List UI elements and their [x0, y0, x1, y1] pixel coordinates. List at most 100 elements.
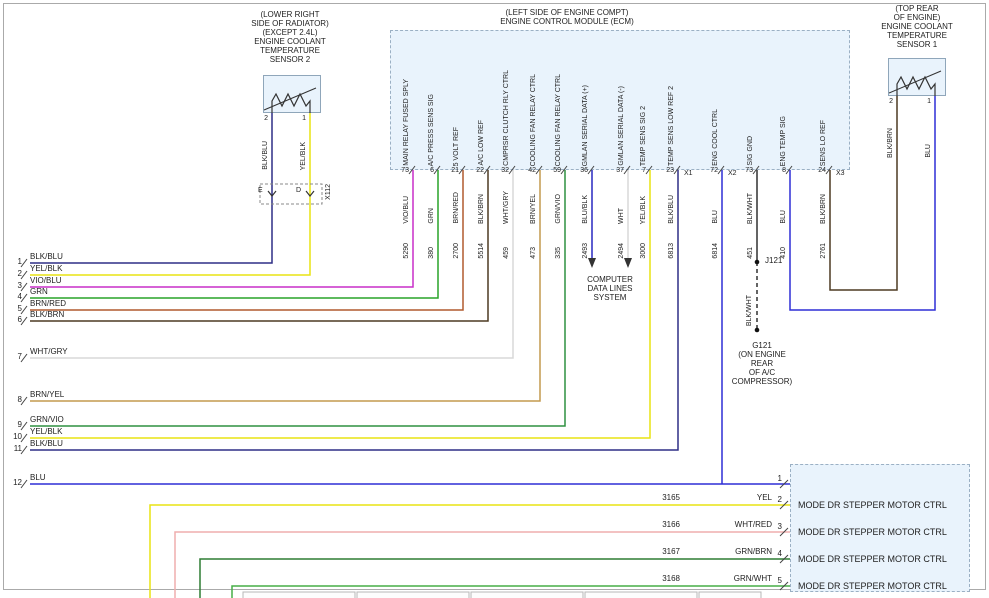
left-row-wire-label: BRN/YEL	[30, 390, 65, 399]
ecm-wire-color-label: GRN	[428, 208, 435, 224]
sensor1-wire-label: BLK/BRN	[887, 128, 894, 158]
ecm-pin-number: 32	[501, 167, 509, 174]
left-row-wire-label: BRN/RED	[30, 299, 67, 308]
wire-brn-yel	[30, 170, 541, 402]
stepper-function-label: MODE DR STEPPER MOTOR CTRL	[798, 554, 947, 564]
ecm-wire-color-label: BLU	[780, 210, 787, 224]
wire-wht-red-stepper	[174, 531, 790, 598]
wire-grn-vio	[30, 170, 566, 427]
splice-j121-label: J121	[765, 256, 783, 265]
ecm-circuit-number: 3000	[640, 243, 647, 259]
ecm-title: (LEFT SIDE OF ENGINE COMPT) ENGINE CONTR…	[500, 8, 634, 26]
ecm-circuit-number: 380	[428, 247, 435, 259]
ecm-pin-function-label: 5 VOLT REF	[453, 126, 460, 166]
connector-x112-arrow-icons	[267, 190, 315, 197]
wire-brn-red	[30, 170, 464, 311]
left-row-wire-label: VIO/BLU	[30, 276, 62, 285]
left-row-number: 7	[17, 352, 22, 361]
stepper-pin-tick-marks	[779, 479, 789, 591]
connector-x112-label: X112	[325, 184, 332, 200]
ecm-circuit-number: 5290	[403, 243, 410, 259]
sensor2-terminal-label: E	[258, 187, 263, 194]
arrow-gmlan-plus-icon	[588, 258, 596, 268]
sensor1-pin-number: 2	[889, 98, 893, 105]
ecm-pin-number: 42	[528, 167, 536, 174]
stepper-pin-number: 1	[777, 474, 782, 483]
stepper-circuit-number: 3165	[662, 493, 680, 502]
ecm-pin-function-label: ENG COOL CTRL	[712, 109, 719, 166]
ecm-wire-color-label: BLU	[712, 210, 719, 224]
left-row-wire-label: BLK/BLU	[30, 252, 63, 261]
ecm-pin-number: 8	[782, 167, 786, 174]
ecm-pin-function-label: COOLING FAN RELAY CTRL	[530, 73, 537, 166]
ecm-circuit-number: 5514	[478, 243, 485, 259]
ecm-pin-function-label: GMLAN SERIAL DATA (-)	[618, 86, 625, 166]
ecm-wire-color-label: BRN/YEL	[530, 194, 537, 224]
sensor2-terminal-label: D	[296, 187, 302, 194]
ecm-pin-function-label: TEMP SENS SIG 2	[640, 105, 647, 166]
stepper-pin-number: 4	[777, 549, 782, 558]
sensor1-title: (TOP REAR OF ENGINE) ENGINE COOLANT TEMP…	[881, 4, 953, 49]
stepper-wire-color-label: GRN/BRN	[735, 547, 772, 556]
computer-data-lines-note: COMPUTER DATA LINES SYSTEM	[587, 275, 633, 302]
sensor1-pin-number: 1	[927, 98, 931, 105]
ecm-pin-function-label: A/C PRESS SENS SIG	[428, 93, 435, 166]
left-row-wire-label: WHT/GRY	[30, 347, 68, 356]
left-row-wire-label: BLK/BLU	[30, 439, 63, 448]
ecm-pin-function-label: GMLAN SERIAL DATA (+)	[582, 84, 589, 166]
wire-blk-brn-sens-loref	[829, 96, 898, 291]
left-row-wire-label: BLK/BRN	[30, 310, 65, 319]
left-row-wire-label: GRN	[30, 287, 48, 296]
sensor2-pin-number: 1	[302, 115, 306, 122]
stepper-wire-color-label: WHT/RED	[734, 520, 772, 529]
ecm-wire-color-label: BLK/BRN	[820, 194, 827, 224]
left-row-wire-label: GRN/VIO	[30, 415, 64, 424]
ecm-circuit-number: 6814	[712, 243, 719, 259]
ecm-connector-x2-label: X2	[728, 170, 737, 177]
left-row-number: 12	[13, 478, 22, 487]
ecm-wire-color-label: YEL/BLK	[640, 195, 647, 224]
ecm-pin-function-label: ENG TEMP SIG	[780, 115, 787, 166]
left-row-wire-label: YEL/BLK	[30, 427, 63, 436]
ecm-wire-color-label: WHT/GRY	[503, 191, 510, 224]
thermistor-icons	[263, 70, 942, 113]
ecm-circuit-number: 335	[555, 247, 562, 259]
stepper-circuit-number: 3166	[662, 520, 680, 529]
left-row-number: 4	[17, 292, 22, 301]
ecm-wire-color-label: BLK/BLU	[668, 195, 675, 224]
stepper-circuit-number: 3168	[662, 574, 680, 583]
ecm-pin-number: 37	[616, 167, 624, 174]
ecm-circuit-number: 2493	[582, 243, 589, 259]
left-row-number: 11	[13, 444, 22, 453]
wire-grn	[30, 170, 439, 299]
ecm-box	[390, 30, 850, 170]
stepper-pin-number: 2	[777, 495, 782, 504]
ecm-wire-color-label: BLK/WHT	[747, 192, 754, 224]
arrow-gmlan-minus-icon	[624, 258, 632, 268]
ecm-circuit-number: 473	[530, 247, 537, 259]
left-row-number: 1	[17, 257, 22, 266]
wire-vio-blu	[30, 170, 414, 288]
ecm-wire-color-label: BRN/RED	[453, 192, 460, 224]
ecm-pin-function-label: SIG GND	[747, 136, 754, 166]
stepper-wire-color-label: GRN/WHT	[733, 574, 772, 583]
left-row-number: 5	[17, 304, 22, 313]
ecm-connector-x3-label: X3	[836, 170, 845, 177]
wire-blk-blu-lowref	[30, 170, 679, 451]
ecm-wire-color-label: BLU/BLK	[582, 195, 589, 224]
ecm-pin-number: 22	[476, 167, 484, 174]
left-row-number: 9	[17, 420, 22, 429]
left-row-number: 10	[13, 432, 22, 441]
left-row-number: 2	[17, 269, 22, 278]
ecm-connector-x1-label: X1	[684, 170, 693, 177]
ecm-pin-function-label: CMPRSR CLUTCH RLY CTRL	[503, 70, 510, 166]
wire-blu-eng-temp	[789, 96, 936, 311]
ecm-pin-function-label: COOLING FAN RELAY CTRL	[555, 73, 562, 166]
stepper-function-label: MODE DR STEPPER MOTOR CTRL	[798, 527, 947, 537]
left-row-number: 3	[17, 281, 22, 290]
sensor2-title: (LOWER RIGHT SIDE OF RADIATOR) (EXCEPT 2…	[251, 10, 329, 64]
ecm-pin-number: 36	[580, 167, 588, 174]
